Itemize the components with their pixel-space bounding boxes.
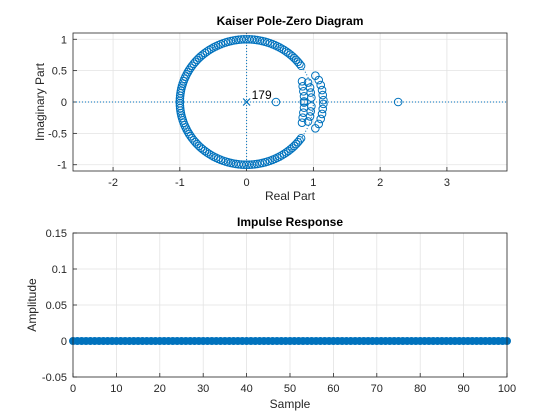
ir-y-tick-label: 0.05	[46, 300, 67, 312]
pz-y-tick-label: 0	[61, 97, 67, 109]
zero-marker	[202, 148, 212, 157]
zero-marker	[209, 43, 218, 52]
zero-marker	[306, 88, 315, 97]
ir-x-tick-label: 40	[240, 383, 252, 395]
zero-marker	[204, 45, 214, 55]
pz-x-tick-labels: -2 -1 0 1 2 3	[108, 177, 450, 189]
pz-y-tick-label: 1	[61, 34, 67, 46]
pz-x-tick-label: 0	[244, 177, 250, 189]
zero-marker	[393, 97, 403, 107]
ir-title: Impulse Response	[237, 215, 343, 229]
ir-y-tick-label: 0.15	[46, 228, 67, 240]
zero-marker	[299, 98, 309, 107]
ir-x-tick-label: 20	[154, 383, 166, 395]
ir-y-tick-label: -0.05	[42, 372, 67, 384]
zero-marker	[182, 125, 191, 134]
zero-marker	[317, 109, 327, 119]
zero-marker	[303, 78, 313, 87]
pz-title: Kaiser Pole-Zero Diagram	[217, 14, 364, 28]
ir-x-tick-label: 50	[284, 383, 296, 395]
pz-y-tick-labels: -1 -0.5 0 0.5 1	[48, 34, 67, 171]
ir-marks	[69, 337, 511, 345]
pole-zero-axes: -2 -1 0 1 2 3 -1 -0.5 0 0.5 1 Kaiser Pole-Zero Di…	[33, 14, 508, 203]
ir-x-tick-label: 90	[457, 383, 469, 395]
zero-marker	[307, 102, 316, 111]
zero-marker	[296, 133, 306, 143]
zero-marker	[316, 114, 326, 124]
ir-x-tick-label: 70	[371, 383, 383, 395]
zero-marker	[306, 107, 315, 116]
zero-marker	[186, 63, 195, 73]
zero-marker	[279, 149, 289, 159]
zero-marker	[297, 77, 307, 86]
zero-marker	[271, 97, 281, 107]
pz-x-tick-label: -2	[108, 177, 118, 189]
pz-x-tick-label: 2	[377, 177, 383, 189]
zero-marker	[314, 119, 324, 129]
pz-y-tick-label: 0.5	[52, 66, 67, 78]
zero-marker	[303, 117, 313, 126]
zero-marker	[183, 127, 193, 137]
zero-marker	[279, 45, 289, 55]
zero-marker	[207, 150, 216, 160]
pz-y-tick-label: -1	[57, 160, 67, 172]
ir-x-tick-label: 60	[327, 383, 339, 395]
ir-x-tick-label: 100	[498, 383, 516, 395]
ir-x-tick-labels: 0 10 20 30 40 50 60 70 80 90 100	[70, 383, 516, 395]
ir-axes-box	[72, 232, 508, 378]
pz-axes-box	[72, 32, 508, 172]
zero-marker	[305, 83, 315, 92]
pz-x-tick-label: -1	[175, 177, 185, 189]
zero-marker	[319, 95, 328, 105]
ir-y-tick-labels: -0.05 0 0.05 0.1 0.15	[42, 228, 67, 384]
pz-xlabel: Real Part	[265, 189, 316, 203]
zero-marker	[207, 44, 216, 54]
zero-marker	[316, 80, 326, 90]
zero-marker	[317, 85, 327, 95]
ir-xlabel: Sample	[270, 397, 311, 411]
zero-marker	[295, 135, 304, 145]
ir-y-tick-label: 0.1	[52, 264, 67, 276]
pole-marker	[242, 98, 251, 106]
zero-marker	[284, 48, 293, 58]
zero-marker	[200, 146, 210, 156]
ir-x-tick-label: 80	[414, 383, 426, 395]
zero-marker	[183, 67, 193, 77]
ir-x-tick-label: 30	[197, 383, 209, 395]
zero-marker	[277, 150, 287, 160]
ir-x-tick-label: 10	[110, 383, 122, 395]
impulse-response-axes: 0 10 20 30 40 50 60 70 80 90 100 -0.0500.050.10.15…	[25, 215, 516, 411]
pz-y-tick-label: -0.5	[48, 128, 67, 140]
ir-y-tick-label: 0	[61, 336, 67, 348]
zero-marker	[281, 47, 291, 56]
ir-ylabel: Amplitude	[25, 278, 39, 332]
zero-marker	[307, 93, 316, 102]
pz-grid	[73, 33, 507, 171]
zero-marker	[297, 118, 307, 127]
pz-x-tick-label: 1	[310, 177, 316, 189]
zero-marker	[318, 104, 328, 114]
zero-marker	[275, 152, 284, 161]
zero-marker	[305, 112, 315, 121]
pz-ylabel: Imaginary Part	[33, 62, 47, 141]
ir-x-tick-label: 0	[70, 383, 76, 395]
pz-marks	[175, 34, 403, 170]
zero-marker	[318, 90, 328, 100]
zero-marker	[319, 99, 328, 109]
zero-marker	[184, 65, 194, 75]
pz-x-tick-label: 3	[444, 177, 450, 189]
zero-marker	[277, 44, 287, 54]
zero-marker	[204, 149, 214, 159]
pole-multiplicity-label: 179	[252, 88, 272, 102]
unit-circle	[179, 38, 314, 166]
zero-marker	[314, 75, 324, 85]
